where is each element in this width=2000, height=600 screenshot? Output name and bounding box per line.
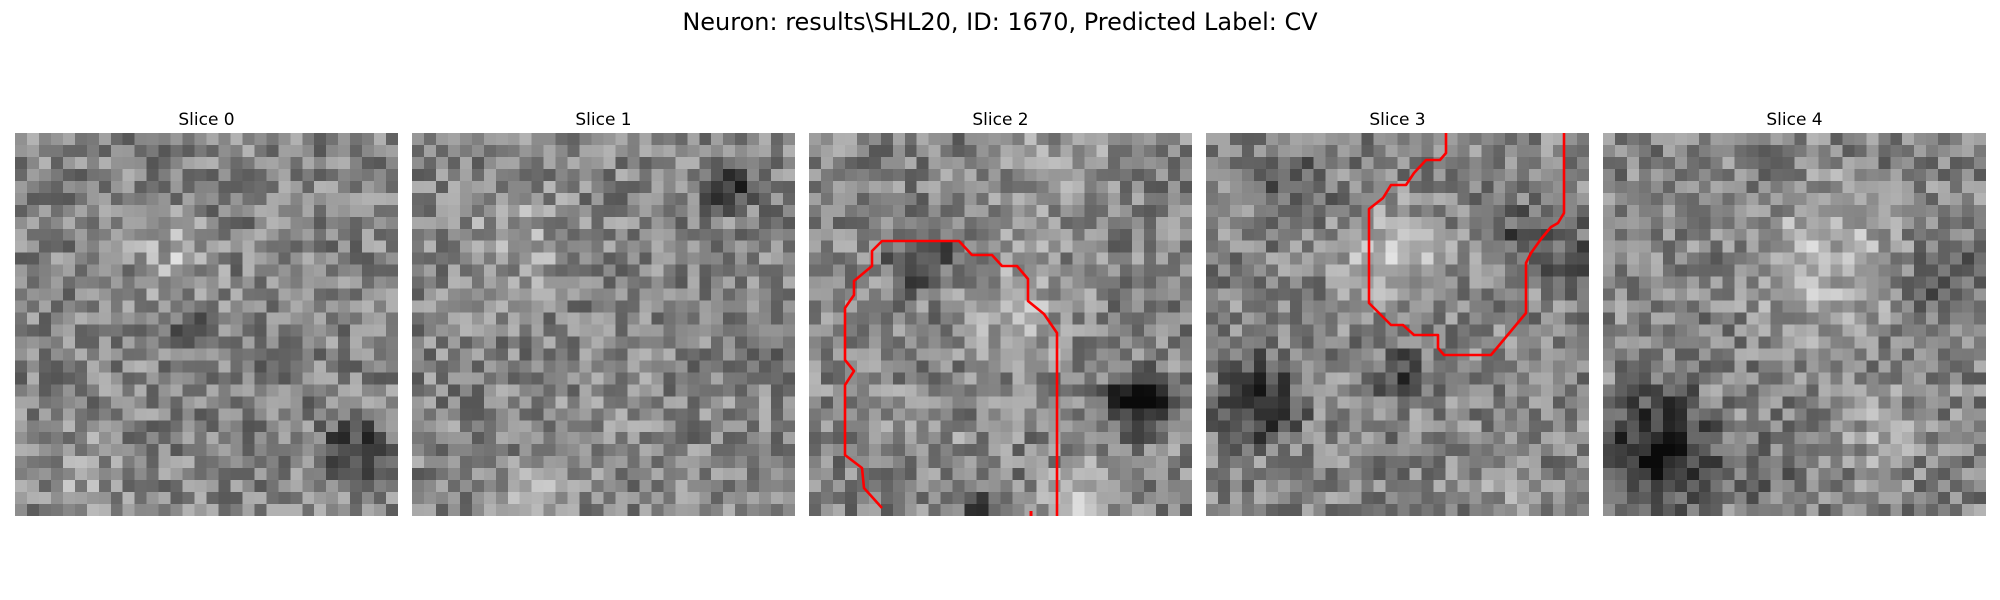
slice-title: Slice 2 bbox=[972, 110, 1029, 130]
slice-panel-3: Slice 3 bbox=[1206, 0, 1589, 600]
slice-panel-0: Slice 0 bbox=[15, 0, 398, 600]
pixel-grid bbox=[15, 133, 398, 516]
slice-title: Slice 3 bbox=[1369, 110, 1426, 130]
slice-panel-1: Slice 1 bbox=[412, 0, 795, 600]
slice-image bbox=[1603, 133, 1986, 516]
slice-panel-4: Slice 4 bbox=[1603, 0, 1986, 600]
slice-image bbox=[15, 133, 398, 516]
pixel-grid bbox=[1603, 133, 1986, 516]
slice-title: Slice 4 bbox=[1766, 110, 1823, 130]
slice-image bbox=[1206, 133, 1589, 516]
segmentation-contour bbox=[1367, 133, 1566, 357]
segmentation-contour bbox=[843, 239, 1059, 516]
slice-title: Slice 0 bbox=[178, 110, 235, 130]
pixel-grid bbox=[412, 133, 795, 516]
slice-image bbox=[412, 133, 795, 516]
pixel-grid bbox=[809, 133, 1192, 516]
slice-image bbox=[809, 133, 1192, 516]
figure-title: Neuron: results\SHL20, ID: 1670, Predict… bbox=[682, 8, 1318, 36]
slice-title: Slice 1 bbox=[575, 110, 632, 130]
pixel-grid bbox=[1206, 133, 1589, 516]
slice-panel-2: Slice 2 bbox=[809, 0, 1192, 600]
